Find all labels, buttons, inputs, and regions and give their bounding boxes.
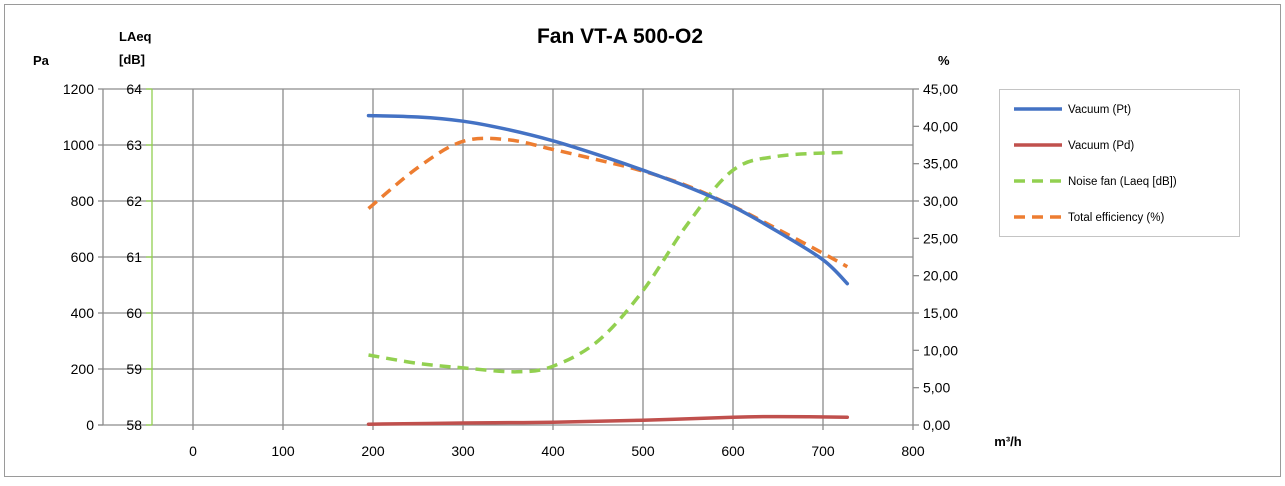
x-tick-label: 400 (541, 443, 565, 459)
series-line-noise-fan-laeq-db (368, 150, 848, 374)
y-pct-tick-label: 20,00 (923, 268, 958, 284)
x-tick-label: 300 (451, 443, 475, 459)
y-pct-tick-label: 25,00 (923, 230, 958, 246)
legend: Vacuum (Pt) Vacuum (Pd) Noise fan (Laeq [d… (999, 89, 1240, 237)
legend-box (999, 89, 1240, 237)
y-pa-tick-label: 600 (71, 249, 95, 265)
y-pa-tick-label: 1200 (63, 81, 94, 97)
grid-lines (103, 88, 913, 425)
y-pct-tick-label: 15,00 (923, 305, 958, 321)
x-tick-label: 0 (189, 443, 197, 459)
y-pct-tick-label: 30,00 (923, 193, 958, 209)
legend-label-noise-fan-laeq-db: Noise fan (Laeq [dB]) (1068, 176, 1177, 188)
y-pct-tick-label: 35,00 (923, 156, 958, 172)
y-laeq-tick-label: 59 (126, 361, 142, 377)
y-pa-axis-label: Pa (33, 53, 50, 68)
y-pa-tick-label: 800 (71, 193, 95, 209)
y-pa-tick-label: 1000 (63, 137, 94, 153)
y-pct-tick-label: 0,00 (923, 417, 950, 433)
x-tick-label: 100 (271, 443, 295, 459)
y-pct-tick-label: 10,00 (923, 342, 958, 358)
legend-label-total-efficiency: Total efficiency (%) (1068, 212, 1164, 224)
x-tick-label: 600 (721, 443, 745, 459)
y-laeq-tick-label: 60 (126, 305, 142, 321)
y-laeq-axis-label-line1: LAeq (119, 29, 152, 44)
legend-label-vacuum-pd: Vacuum (Pd) (1068, 140, 1134, 152)
x-tick-label: 200 (361, 443, 385, 459)
series-line-vacuum-pt (366, 113, 850, 286)
y-pa-tick-label: 0 (86, 417, 94, 433)
y-laeq-tick-label: 58 (126, 417, 142, 433)
x-tick-label: 700 (811, 443, 835, 459)
y-laeq-axis-label-line2: [dB] (119, 52, 145, 67)
x-tick-label: 500 (631, 443, 655, 459)
series-line-vacuum-pd (366, 414, 850, 426)
series-group (366, 113, 850, 426)
y-pct-axis-label: % (938, 53, 950, 68)
axes: 020040060080010001200585960616263640,005… (63, 81, 958, 459)
y-pct-tick-label: 45,00 (923, 81, 958, 97)
y-pa-tick-label: 200 (71, 361, 95, 377)
series-line-total-efficiency (367, 136, 849, 269)
legend-label-vacuum-pt: Vacuum (Pt) (1068, 104, 1131, 116)
y-laeq-tick-label: 62 (126, 193, 142, 209)
chart-title: Fan VT-A 500-O2 (537, 25, 703, 48)
y-laeq-tick-label: 64 (126, 81, 142, 97)
y-pct-tick-label: 40,00 (923, 118, 958, 134)
y-pa-tick-label: 400 (71, 305, 95, 321)
y-laeq-tick-label: 61 (126, 249, 142, 265)
y-pct-tick-label: 5,00 (923, 380, 950, 396)
y-laeq-tick-label: 63 (126, 137, 142, 153)
x-tick-label: 800 (901, 443, 925, 459)
x-axis-unit-label: m³/h (994, 434, 1022, 449)
